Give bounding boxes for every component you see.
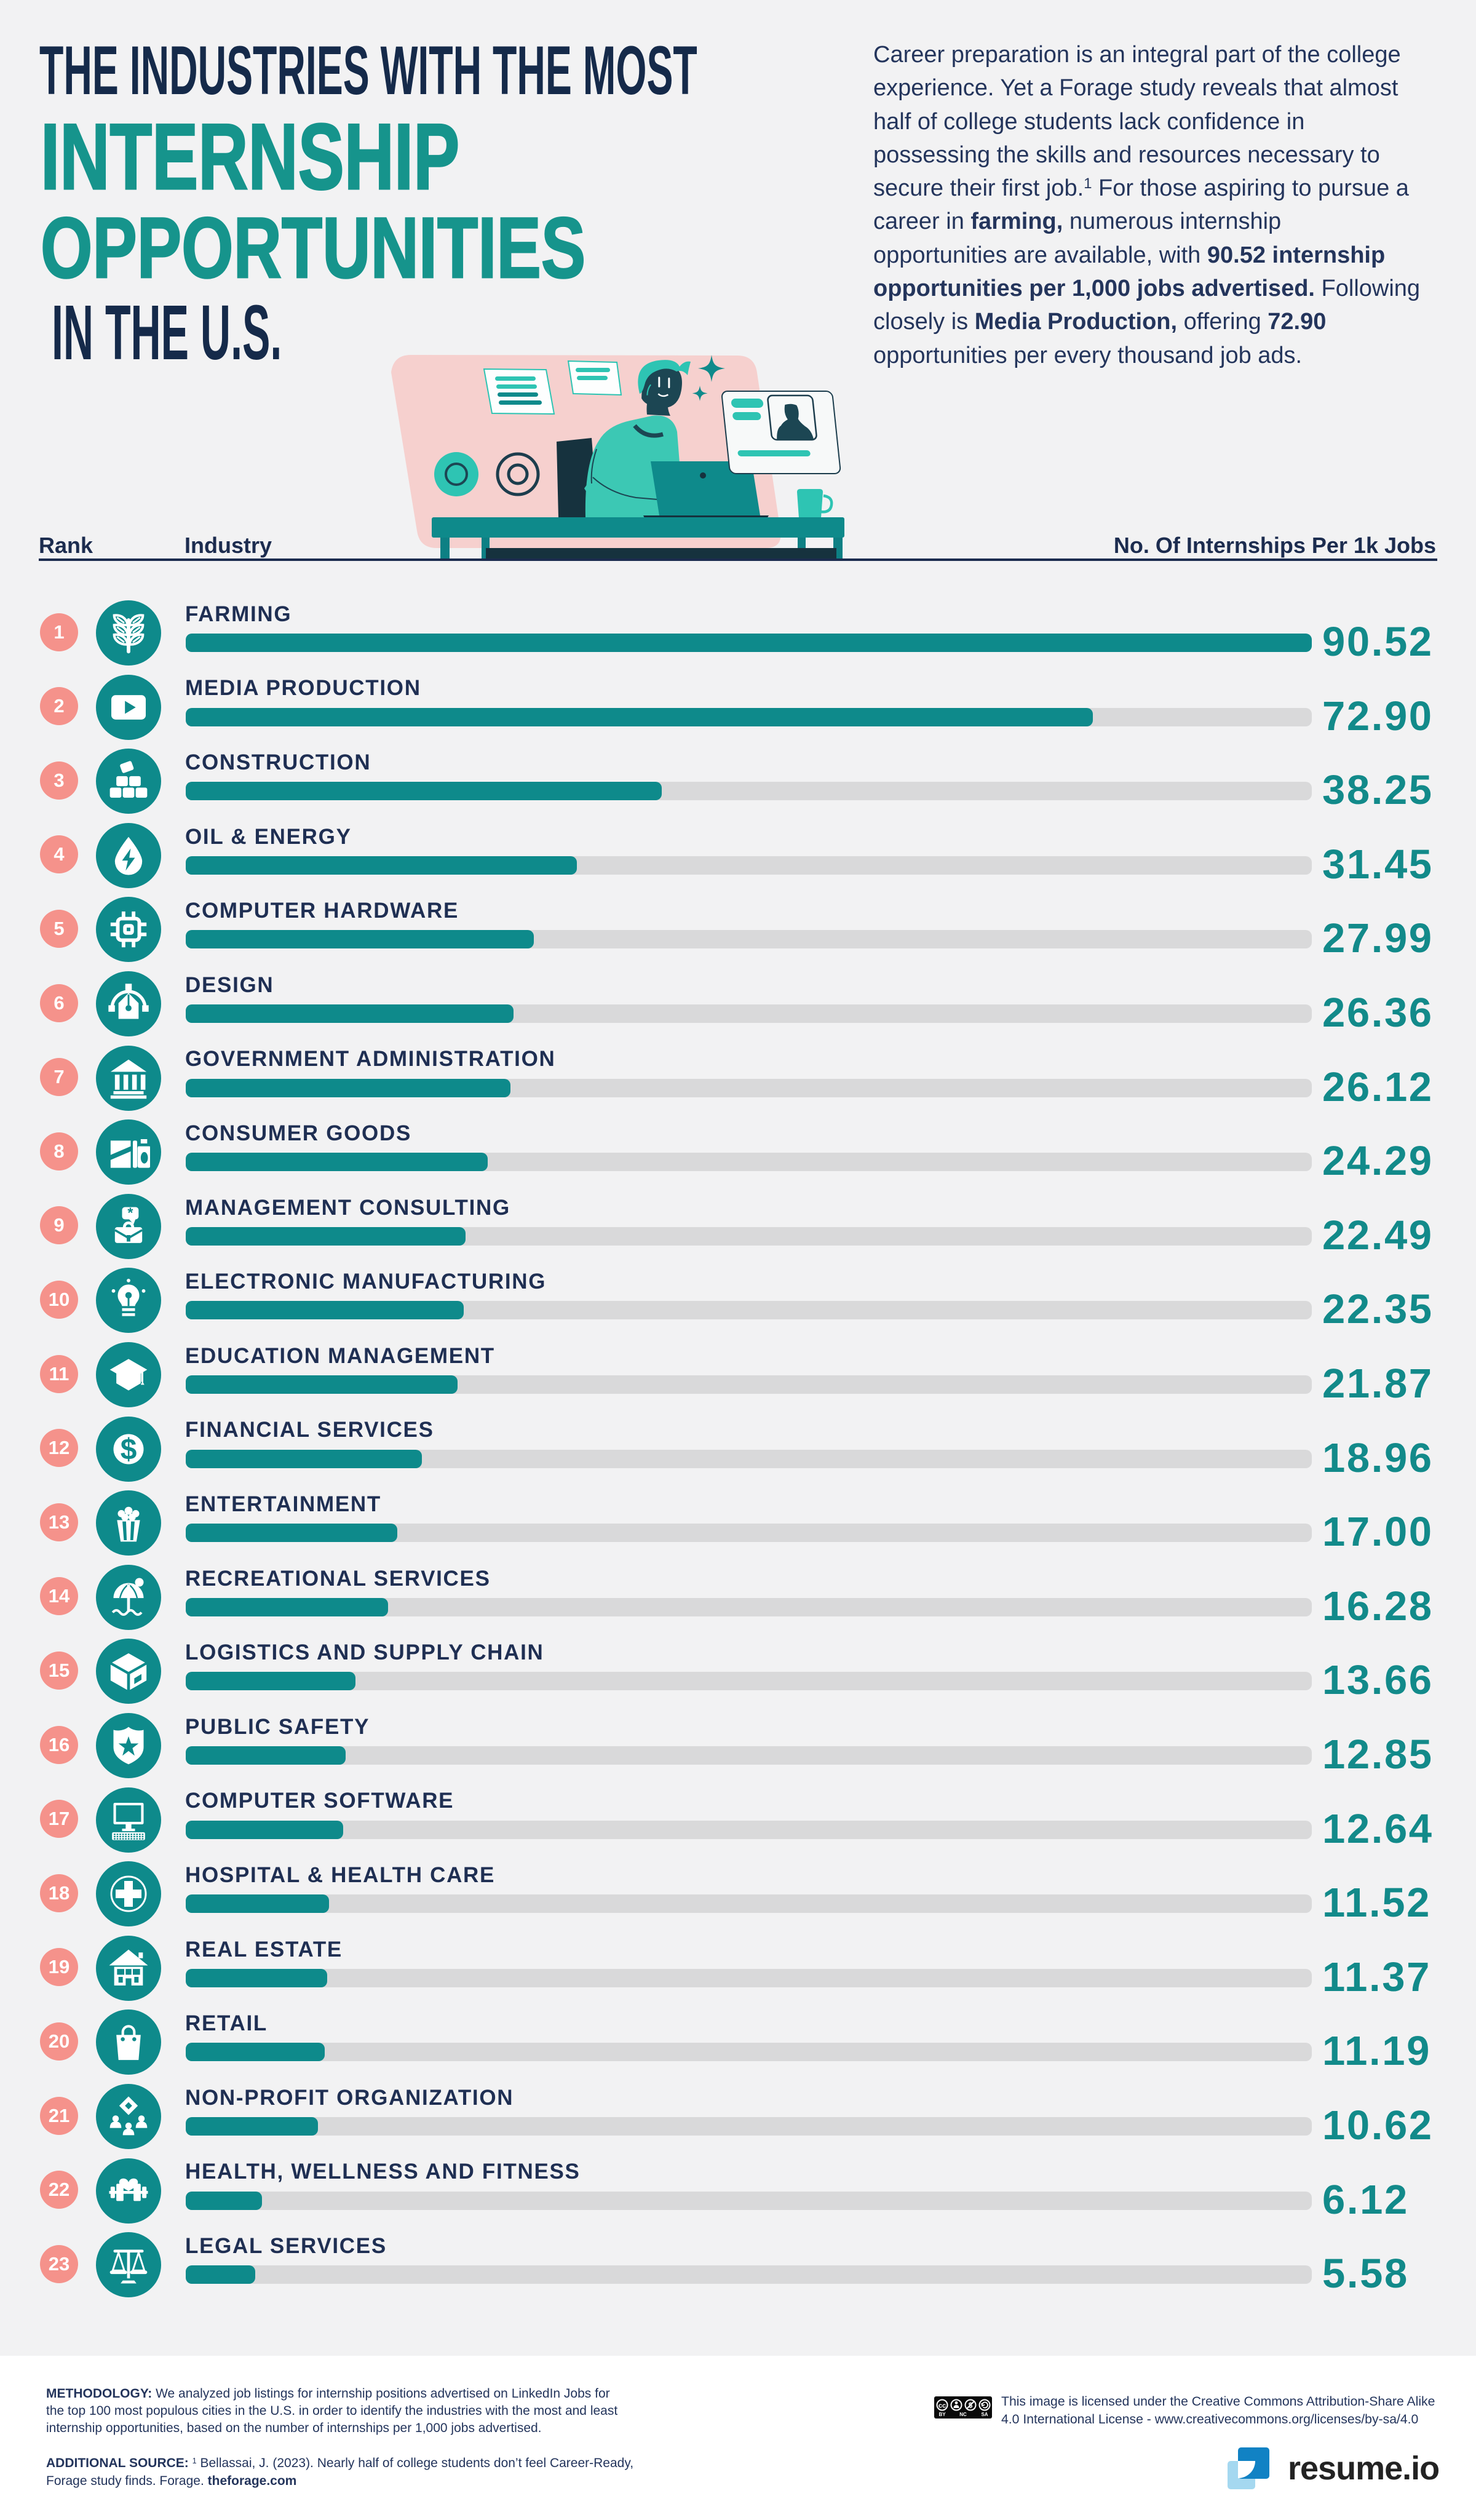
- svg-text:$: $: [121, 1433, 137, 1466]
- svg-text:NC: NC: [959, 2412, 967, 2417]
- svg-text:cc: cc: [938, 2403, 946, 2410]
- svg-text:BY: BY: [938, 2412, 946, 2417]
- svg-text:SA: SA: [981, 2412, 988, 2417]
- svg-text:*: *: [127, 1205, 133, 1220]
